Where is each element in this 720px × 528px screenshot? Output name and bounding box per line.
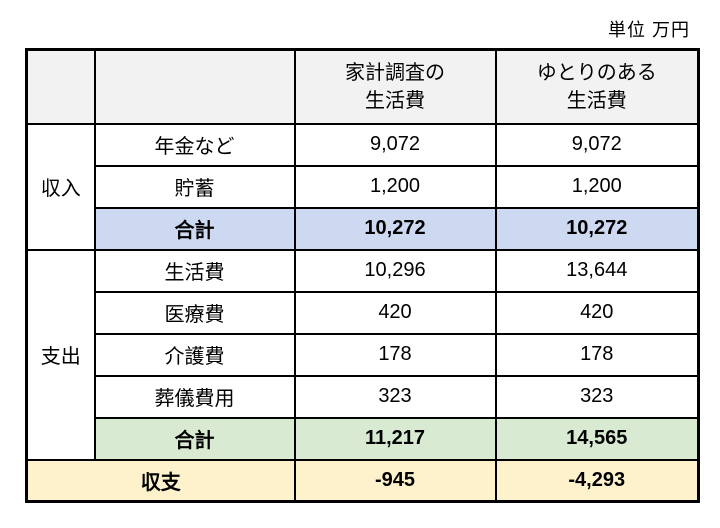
- pension-label-cell: 年金など: [93, 122, 296, 167]
- nursing-cost-comfort-cell: 178: [494, 332, 700, 377]
- expense-total-survey-cell: 11,217: [293, 416, 497, 461]
- pension-survey-cell: 9,072: [293, 122, 497, 167]
- unit-label: 単位 万円: [607, 20, 690, 40]
- medical-cost-comfort-cell: 420: [494, 290, 700, 335]
- expense-total-row: 合計 11,217 14,565: [27, 416, 700, 461]
- nursing-cost-survey-cell: 178: [293, 332, 497, 377]
- header-survey-living-cost: 家計調査の 生活費: [293, 48, 497, 125]
- balance-label-cell: 収支: [25, 458, 296, 503]
- living-cost-label-cell: 生活費: [93, 248, 296, 293]
- living-cost-comfort-cell: 13,644: [494, 248, 700, 293]
- balance-comfort-cell: -4,293: [494, 458, 700, 503]
- income-total-label-cell: 合計: [93, 206, 296, 251]
- savings-survey-cell: 1,200: [293, 164, 497, 209]
- expense-total-label-cell: 合計: [93, 416, 296, 461]
- medical-cost-survey-cell: 420: [293, 290, 497, 335]
- savings-row: 貯蓄 1,200 1,200: [27, 164, 700, 209]
- medical-cost-label-cell: 医療費: [93, 290, 296, 335]
- income-total-survey-cell: 10,272: [293, 206, 497, 251]
- header-comfortable-living-cost: ゆとりのある 生活費: [494, 48, 700, 125]
- pension-comfort-cell: 9,072: [494, 122, 700, 167]
- living-cost-survey-cell: 10,296: [293, 248, 497, 293]
- header-row: 家計調査の 生活費 ゆとりのある 生活費: [25, 48, 700, 125]
- funeral-cost-label-cell: 葬儀費用: [93, 374, 296, 419]
- savings-label-cell: 貯蓄: [93, 164, 296, 209]
- household-budget-table: 家計調査の 生活費 ゆとりのある 生活費 収入 年金など 9,072 9,072…: [25, 48, 700, 503]
- header-item-cell: [93, 48, 296, 125]
- funeral-cost-row: 葬儀費用 323 323: [27, 374, 700, 419]
- savings-comfort-cell: 1,200: [494, 164, 700, 209]
- funeral-cost-survey-cell: 323: [293, 374, 497, 419]
- expense-section-cell: 支出: [25, 248, 96, 461]
- living-cost-row: 支出 生活費 10,296 13,644: [25, 248, 700, 461]
- medical-cost-row: 医療費 420 420: [27, 290, 700, 335]
- header-section-cell: [25, 48, 96, 125]
- nursing-cost-label-cell: 介護費: [93, 332, 296, 377]
- expense-total-comfort-cell: 14,565: [494, 416, 700, 461]
- nursing-cost-row: 介護費 178 178: [27, 332, 700, 377]
- balance-row: 収支 -945 -4,293: [25, 458, 700, 503]
- income-section-cell: 収入: [25, 122, 96, 251]
- income-total-row: 合計 10,272 10,272: [27, 206, 700, 251]
- funeral-cost-comfort-cell: 323: [494, 374, 700, 419]
- income-total-comfort-cell: 10,272: [494, 206, 700, 251]
- pension-row: 収入 年金など 9,072 9,072: [25, 122, 700, 251]
- balance-survey-cell: -945: [293, 458, 497, 503]
